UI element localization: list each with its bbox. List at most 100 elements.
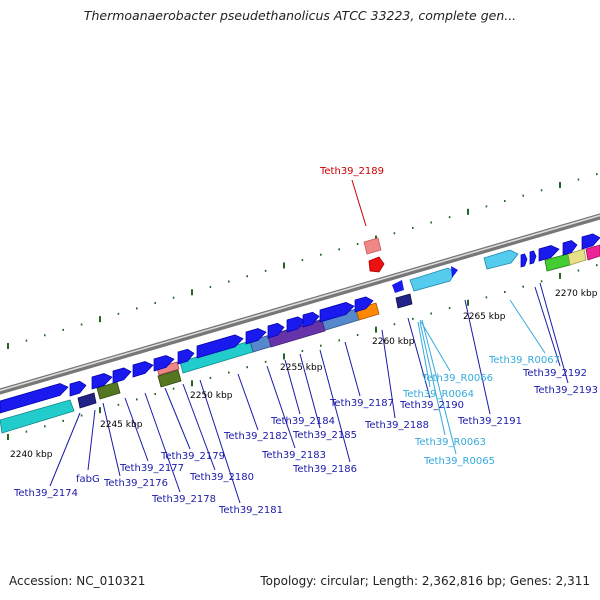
scale-labels: 2240 kbp 2245 kbp 2250 kbp 2255 kbp 2260… [10,289,598,460]
forward-strand-features [0,233,600,414]
scale-label-2255: 2255 kbp [280,363,323,373]
rna-label[interactable]: Teth39_R0065 [423,456,495,467]
gene-block-yellow[interactable] [567,248,587,266]
gene-block-olive[interactable] [96,381,121,400]
forward-gene-arrow [267,322,285,339]
gene-label[interactable]: Teth39_2184 [270,416,335,427]
gene-block-pink[interactable] [156,361,180,376]
leader-line [351,179,367,227]
leader-line [164,387,191,450]
accession-text: Accession: NC_010321 [9,574,146,588]
rna-gene[interactable] [392,280,404,293]
gene-label[interactable]: Teth39_2190 [399,400,464,411]
forward-gene-arrow [91,373,113,390]
forward-gene-arrow [562,240,578,256]
leader-line [419,319,451,372]
gene-label[interactable]: Teth39_2186 [292,464,357,475]
forward-gene-arrow [245,328,267,345]
gene-label-highlight[interactable]: Teth39_2189 [319,166,384,177]
leader-line [144,392,181,493]
leader-line [381,329,396,419]
reverse-strand-features [0,244,600,434]
map-title: Thermoanaerobacter pseudethanolicus ATCC… [83,8,517,23]
forward-gene-arrow [354,296,374,313]
leader-line [319,349,351,463]
label-leader-lines [49,179,569,504]
leader-line [284,359,301,415]
leader-line [237,373,259,431]
leader-line [49,412,81,487]
genome-backbone [0,213,600,395]
gene-label[interactable]: Teth39_2178 [151,494,216,505]
forward-gene-arrow [529,250,537,265]
forward-gene-arrow [538,245,560,262]
highlight-gene-2189[interactable] [363,237,385,273]
inner-tick-track [7,264,598,440]
gene-block-navy[interactable] [77,392,97,409]
leader-line [199,379,241,504]
forward-gene-arrow [286,316,306,333]
leader-line [299,353,321,429]
gene-block-olive[interactable] [157,369,182,388]
gene-label[interactable]: Teth39_2191 [457,416,522,427]
leader-line [419,321,446,436]
scale-label-2240: 2240 kbp [10,450,53,460]
gene-label[interactable]: Teth39_2180 [189,472,254,483]
topology-text: Topology: circular; Length: 2,362,816 bp… [260,574,590,588]
rna-features [392,249,519,293]
leader-line [509,299,546,354]
scale-label-2260: 2260 kbp [372,337,415,347]
forward-gene-arrow [0,383,69,414]
leader-line [266,365,296,449]
leader-line [539,282,569,384]
gene-label[interactable]: Teth39_2192 [522,368,587,379]
gene-label[interactable]: Teth39_2187 [329,398,394,409]
leader-line [344,341,361,397]
forward-gene-arrow [196,334,244,359]
forward-gene-arrow [112,367,132,384]
leader-line [182,383,216,471]
rna-label[interactable]: Teth39_R0066 [421,373,493,384]
rna-label[interactable]: Teth39_R0064 [402,389,474,400]
gene-label[interactable]: Teth39_2174 [13,488,78,499]
gene-label[interactable]: Teth39_2179 [160,451,225,462]
leader-line [421,319,457,455]
gene-label[interactable]: Teth39_2193 [533,385,598,396]
forward-gene-arrow [153,355,175,372]
forward-gene-arrow [319,302,355,323]
gene-block-reverse[interactable] [0,399,75,434]
forward-gene-arrow [69,380,87,397]
forward-gene-arrow [302,311,320,328]
forward-gene-arrow [520,253,528,268]
gene-label[interactable]: Teth39_2188 [364,420,429,431]
forward-gene-arrow [581,233,600,250]
leader-line [87,409,96,471]
gene-label[interactable]: Teth39_2185 [292,430,357,441]
scale-label-2270: 2270 kbp [555,289,598,299]
leader-line [534,286,561,367]
gene-label[interactable]: Teth39_2182 [223,431,288,442]
rna-label[interactable]: Teth39_R0063 [414,437,486,448]
forward-gene-arrow [132,361,154,378]
scale-label-2245: 2245 kbp [100,420,143,430]
gene-label[interactable]: Teth39_2176 [103,478,168,489]
gene-block-navy[interactable] [395,293,413,309]
gene-block-magenta[interactable] [585,244,600,261]
gene-label[interactable]: Teth39_2181 [218,505,283,516]
leader-line [417,321,431,388]
leader-line [464,299,491,415]
leader-line [124,397,149,462]
gene-label[interactable]: fabG [76,474,100,485]
gene-label[interactable]: Teth39_2177 [119,463,184,474]
leader-line [102,402,121,477]
scale-label-2265: 2265 kbp [463,312,506,322]
leader-line [407,317,431,399]
gene-labels: Teth39_2174 fabG Teth39_2176 Teth39_2177… [13,166,598,516]
rna-gene[interactable] [451,266,458,278]
scale-label-2250: 2250 kbp [190,391,233,401]
rna-label[interactable]: Teth39_R0067 [488,355,560,366]
rna-labels: Teth39_R0066 Teth39_R0064 Teth39_R0063 T… [402,355,560,467]
gene-label[interactable]: Teth39_2183 [261,450,326,461]
rna-gene[interactable] [483,249,519,270]
